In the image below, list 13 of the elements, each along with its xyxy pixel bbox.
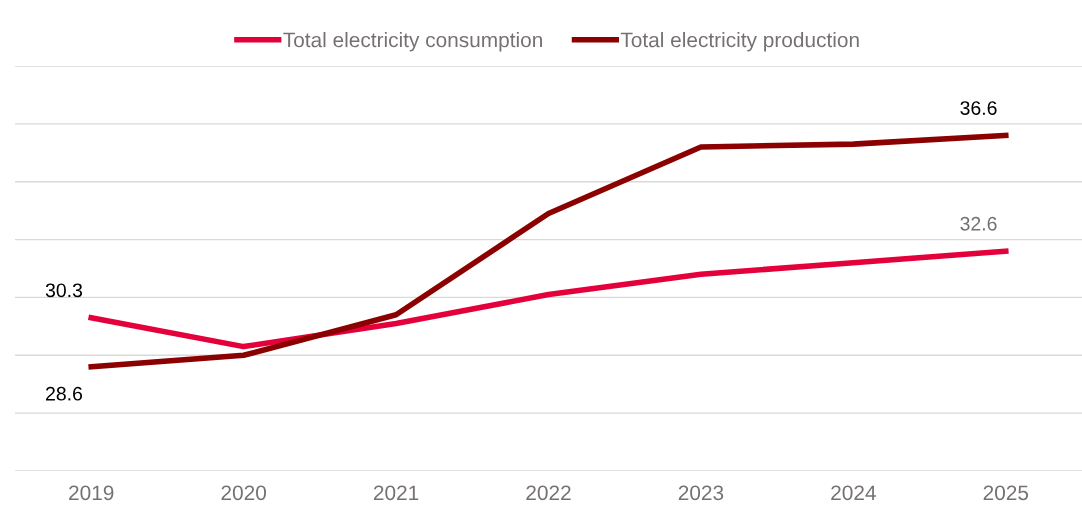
x-tick-label: 2021 bbox=[373, 485, 419, 501]
data-label: 28.6 bbox=[46, 386, 83, 401]
x-tick-label: 2020 bbox=[221, 485, 266, 501]
data-label: 30.3 bbox=[45, 283, 83, 298]
x-tick-label: 2024 bbox=[831, 485, 876, 501]
x-tick-label: 2022 bbox=[526, 485, 571, 501]
x-tick-label: 2025 bbox=[983, 485, 1029, 501]
legend-label: Total electricity consumption bbox=[283, 32, 542, 52]
data-label: 36.6 bbox=[960, 101, 997, 115]
x-tick-label: 2019 bbox=[69, 485, 114, 501]
data-label: 32.6 bbox=[960, 216, 997, 231]
legend-label: Total electricity production bbox=[620, 32, 859, 52]
x-tick-label: 2023 bbox=[678, 485, 724, 501]
